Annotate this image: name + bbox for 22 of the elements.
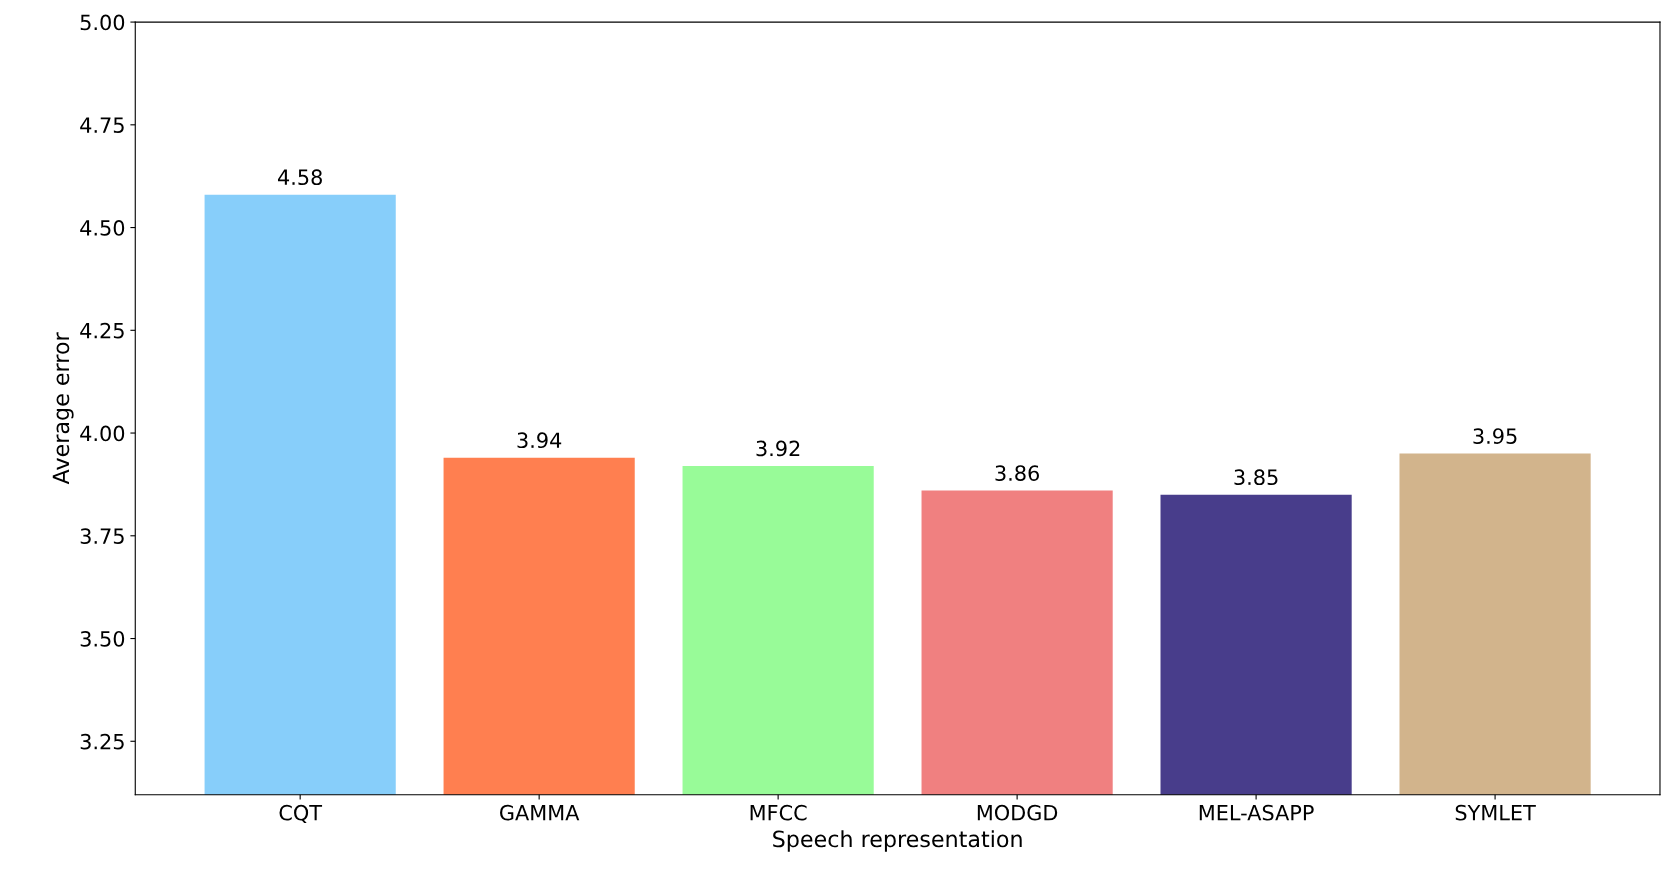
data-label: 3.85	[1234, 469, 1278, 486]
x-axis-title: Speech representation	[773, 830, 1022, 852]
data-label: 3.95	[1473, 428, 1517, 444]
y-tick-label: 5.00	[80, 14, 125, 31]
y-tick-label: 4.00	[80, 425, 125, 442]
y-tick-label: 4.75	[80, 117, 124, 134]
data-label: 3.92	[756, 440, 800, 457]
y-tick-label: 3.50	[80, 630, 125, 647]
y-tick-label: 4.50	[80, 220, 125, 236]
x-tick-label: SYMLET	[1455, 804, 1536, 821]
x-tick-label: MFCC	[750, 804, 807, 821]
x-tick-label: CQT	[279, 804, 323, 823]
y-axis-title: Average error	[52, 332, 74, 485]
x-tick-label: GAMMA	[500, 804, 580, 821]
y-tick-label: 3.75	[80, 528, 124, 544]
x-tick-label: MODGD	[977, 804, 1058, 821]
data-label: 4.58	[277, 169, 322, 186]
x-tick-label: MEL-ASAPP	[1199, 804, 1314, 821]
y-tick-label: 4.25	[80, 322, 124, 339]
data-label: 3.86	[995, 465, 1039, 481]
data-label: 3.94	[517, 432, 562, 449]
y-tick-label: 3.25	[80, 733, 124, 750]
